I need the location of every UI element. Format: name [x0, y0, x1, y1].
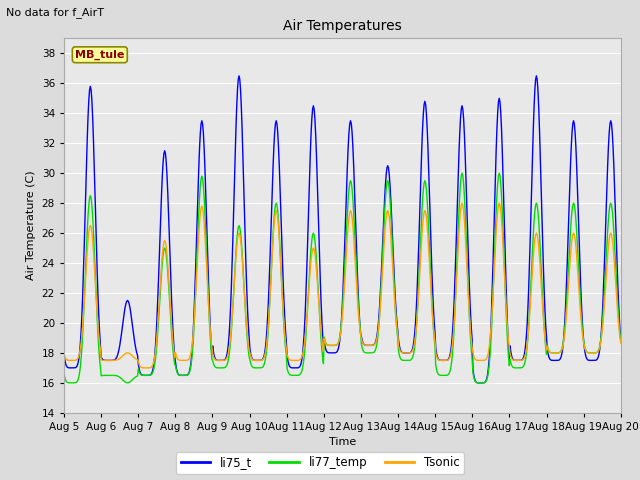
li75_t	[411, 329, 419, 335]
li77_temp	[71, 380, 79, 385]
Tsonic	[60, 351, 68, 357]
li77_temp	[128, 377, 136, 383]
li75_t	[428, 244, 435, 250]
li75_t	[617, 338, 625, 344]
Tsonic	[214, 358, 222, 363]
Y-axis label: Air Temperature (C): Air Temperature (C)	[26, 171, 36, 280]
Tsonic	[411, 338, 419, 344]
li75_t	[235, 73, 243, 79]
li77_temp	[214, 365, 222, 371]
li75_t	[127, 314, 135, 320]
Title: Air Temperatures: Air Temperatures	[283, 19, 402, 33]
Line: Tsonic: Tsonic	[64, 203, 621, 368]
Tsonic	[617, 340, 625, 346]
li75_t	[60, 351, 68, 357]
Tsonic	[428, 290, 435, 296]
li77_temp	[68, 380, 76, 386]
li75_t	[214, 358, 221, 363]
Tsonic	[70, 358, 78, 363]
li75_t	[184, 372, 192, 377]
Tsonic	[142, 365, 150, 371]
Legend: li75_t, li77_temp, Tsonic: li75_t, li77_temp, Tsonic	[176, 452, 464, 474]
li77_temp	[458, 170, 466, 176]
li77_temp	[185, 371, 193, 377]
li77_temp	[411, 343, 419, 348]
Tsonic	[185, 356, 193, 362]
Text: MB_tule: MB_tule	[75, 49, 125, 60]
Tsonic	[458, 200, 466, 206]
li75_t	[477, 380, 484, 386]
li75_t	[70, 365, 78, 371]
X-axis label: Time: Time	[329, 437, 356, 447]
Line: li77_temp: li77_temp	[64, 173, 621, 383]
Tsonic	[127, 352, 135, 358]
li77_temp	[428, 282, 435, 288]
li77_temp	[617, 338, 625, 344]
li77_temp	[60, 371, 68, 376]
Line: li75_t: li75_t	[64, 76, 621, 383]
Text: No data for f_AirT: No data for f_AirT	[6, 7, 104, 18]
